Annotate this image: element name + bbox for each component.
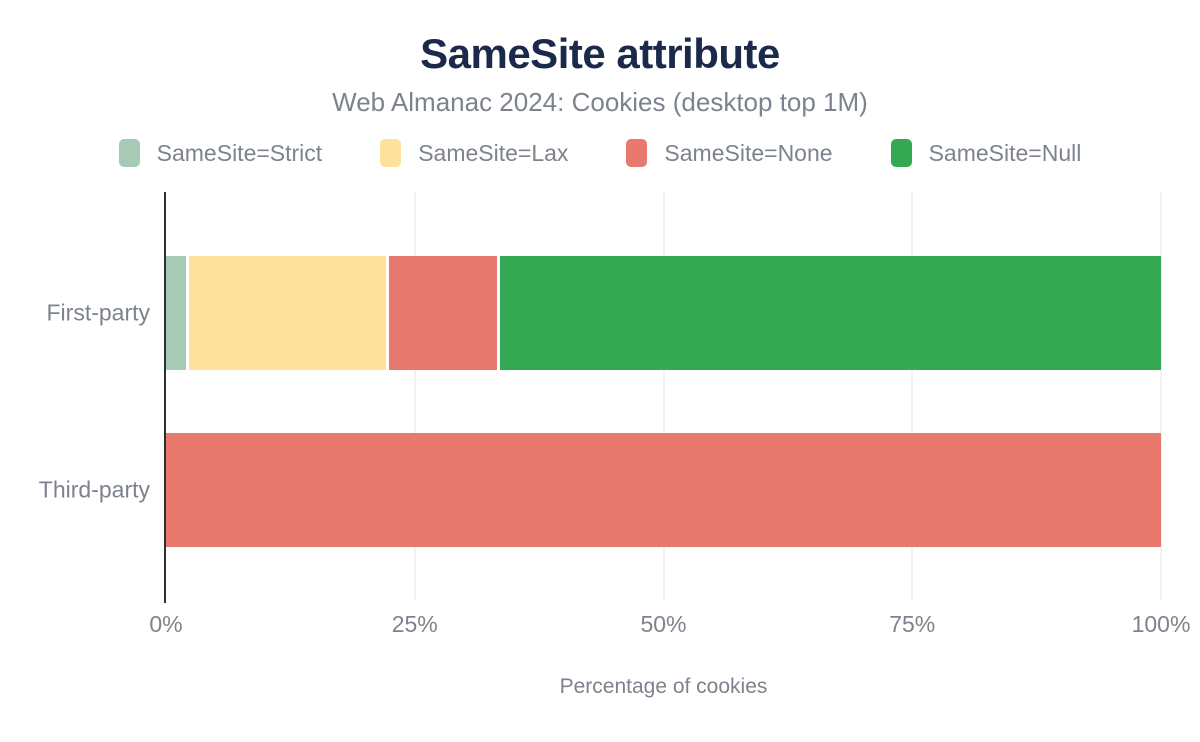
x-tick-label: 0% xyxy=(149,611,183,637)
legend-swatch-icon xyxy=(118,139,140,167)
y-axis-line xyxy=(164,192,166,603)
gridline xyxy=(911,192,914,600)
chart-subtitle: Web Almanac 2024: Cookies (desktop top 1… xyxy=(332,87,868,117)
gridline xyxy=(1160,192,1162,600)
legend-label: SameSite=None xyxy=(664,139,833,166)
legend: SameSite=Strict SameSite=Lax SameSite=No… xyxy=(0,139,1200,167)
legend-label: SameSite=Strict xyxy=(156,139,323,166)
legend-swatch-icon xyxy=(626,139,648,167)
bar-segment-samesite-lax xyxy=(188,256,386,370)
x-tick-label: 25% xyxy=(391,611,438,637)
gridline xyxy=(413,192,416,600)
plot-area: First-party Third-party 0% 25% 50% 75% 100% P… xyxy=(39,192,1190,698)
legend-label: SameSite=Lax xyxy=(418,139,569,166)
bar-row-third-party xyxy=(166,433,1161,547)
x-tick-label: 100% xyxy=(1131,611,1191,637)
bar-row-first-party xyxy=(166,256,1161,370)
bar-segment-samesite-none xyxy=(388,256,498,370)
category-label: First-party xyxy=(46,299,151,326)
legend-item-null: SameSite=Null xyxy=(890,139,1082,167)
category-label: Third-party xyxy=(38,476,150,503)
chart-title: SameSite attribute xyxy=(420,30,780,77)
bar-segment-samesite-none xyxy=(166,433,1161,547)
legend-swatch-icon xyxy=(890,139,912,167)
bar-segment-samesite-null xyxy=(500,256,1161,370)
x-tick-label: 50% xyxy=(640,611,687,637)
bar-segment-samesite-strict xyxy=(166,256,186,370)
legend-label: SameSite=Null xyxy=(928,139,1082,166)
gridline xyxy=(662,192,665,600)
legend-item-lax: SameSite=Lax xyxy=(380,139,568,167)
legend-swatch-icon xyxy=(380,139,402,167)
x-axis-title: Percentage of cookies xyxy=(559,675,768,698)
legend-item-none: SameSite=None xyxy=(626,139,833,167)
legend-item-strict: SameSite=Strict xyxy=(118,139,323,167)
x-tick-label: 75% xyxy=(889,611,936,637)
